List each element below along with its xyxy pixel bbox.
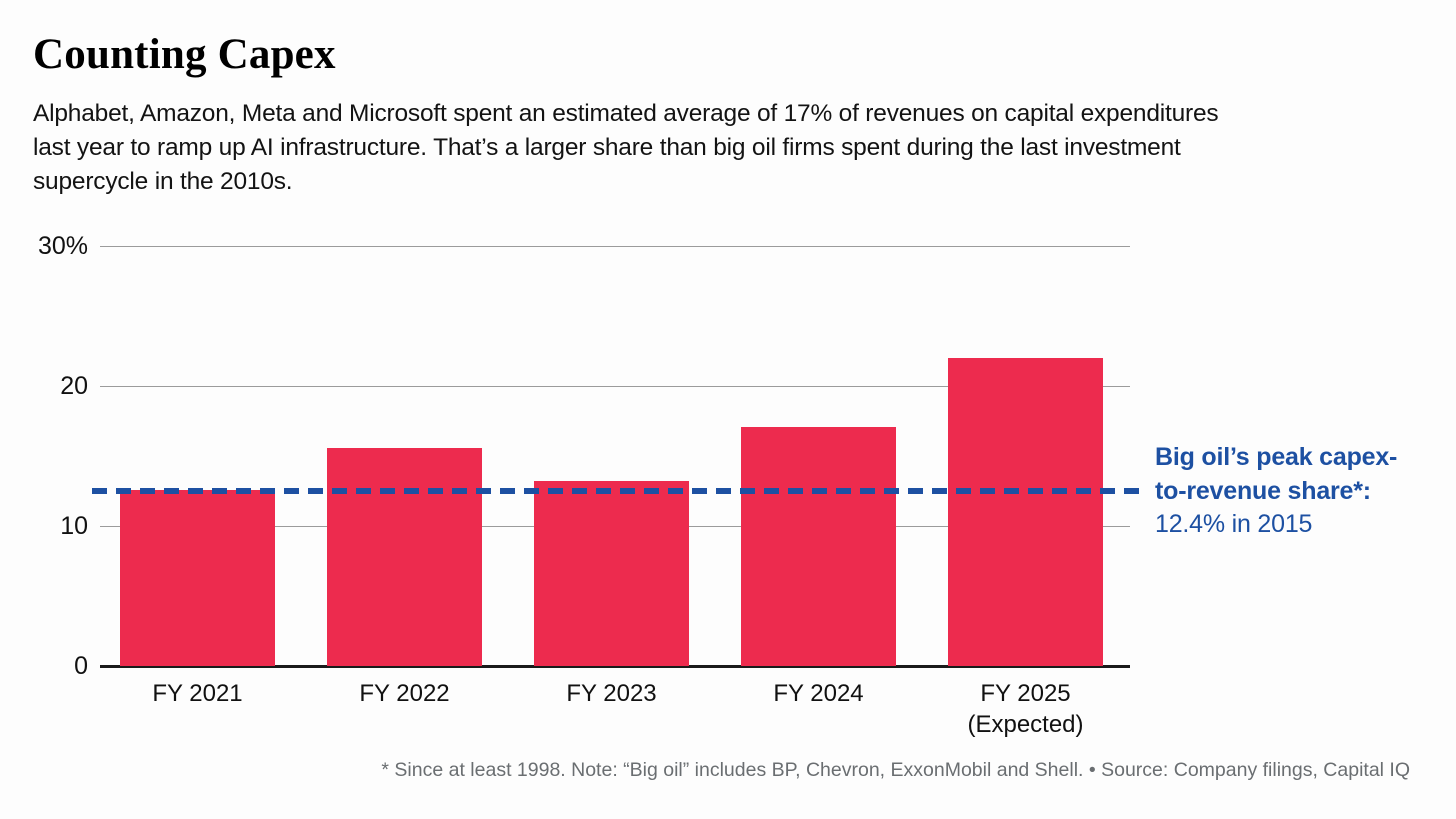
x-tick-fy-2023: FY 2023: [507, 678, 717, 709]
y-tick-label-20: 20: [60, 372, 88, 400]
y-tick-label-10: 10: [60, 512, 88, 540]
annotation-line: to-revenue share*:: [1155, 476, 1371, 505]
x-tick-fy-2021: FY 2021: [93, 678, 303, 709]
annotation-line: Big oil’s peak capex-: [1155, 443, 1398, 471]
bar-fy-2021: [120, 489, 275, 666]
subtitle-line: last year to ramp up AI infrastructure. …: [33, 134, 1181, 161]
y-tick-label-30: 30%: [37, 232, 88, 260]
bar-fy-2023: [534, 481, 689, 666]
x-tick-label: FY 2021: [152, 680, 243, 707]
x-tick-label: FY 2025: [980, 680, 1071, 707]
x-tick-fy-2022: FY 2022: [300, 678, 510, 709]
subtitle-line: Alphabet, Amazon, Meta and Microsoft spe…: [33, 100, 1219, 127]
bar-fy-2022: [327, 447, 482, 666]
x-tick-fy-2025: FY 2025 (Expected): [921, 678, 1131, 740]
annotation-line: 12.4% in 2015: [1155, 510, 1313, 538]
y-tick-label-0: 0: [74, 652, 88, 680]
bar-fy-2025: [948, 358, 1103, 666]
x-axis-line: [100, 665, 1130, 668]
source-footnote: * Since at least 1998. Note: “Big oil” i…: [381, 759, 1410, 781]
x-tick-label: FY 2022: [359, 680, 450, 707]
gridline-30: [100, 246, 1130, 247]
chart-title: Counting Capex: [33, 31, 336, 78]
reference-line-annotation: Big oil’s peak capex- to-revenue share*:…: [1155, 441, 1455, 542]
x-tick-fy-2024: FY 2024: [714, 678, 924, 709]
gridline-20: [100, 386, 1130, 387]
reference-dashed-line: [92, 488, 1148, 495]
chart-subtitle: Alphabet, Amazon, Meta and Microsoft spe…: [33, 97, 1219, 199]
x-tick-label: FY 2023: [566, 680, 657, 707]
bar-fy-2024: [741, 426, 896, 666]
subtitle-line: supercycle in the 2010s.: [33, 168, 293, 195]
x-tick-sublabel: (Expected): [967, 711, 1084, 738]
x-tick-label: FY 2024: [773, 680, 864, 707]
